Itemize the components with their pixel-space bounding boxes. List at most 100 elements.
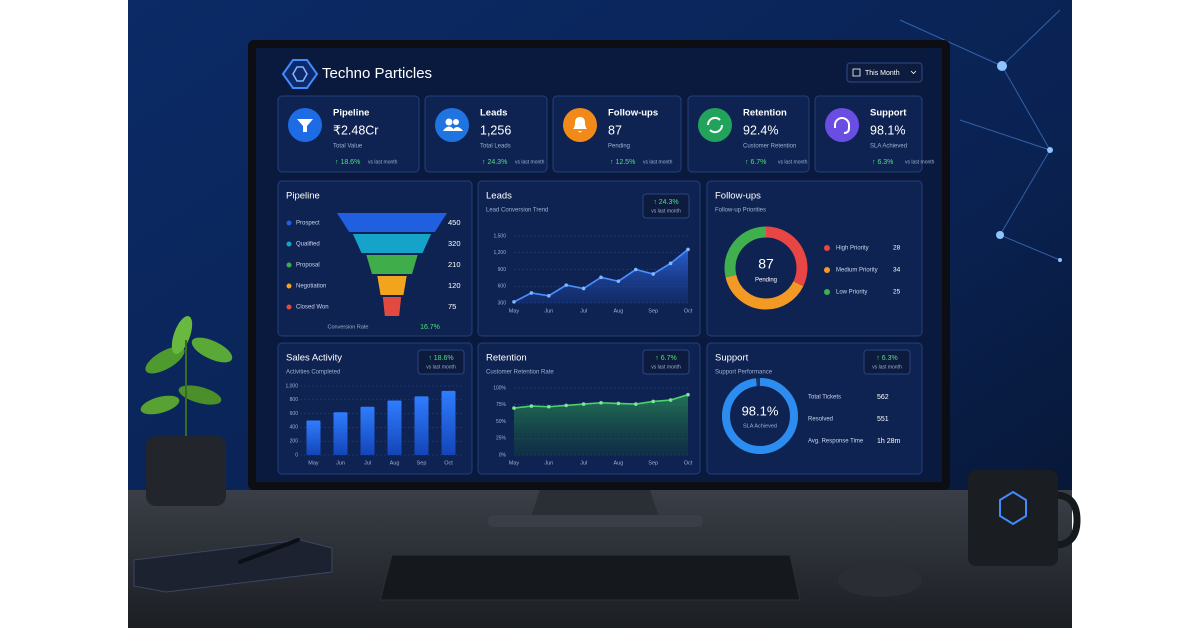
badge-note: vs last month [651, 208, 681, 214]
ring-label: SLA Achieved [743, 423, 777, 429]
x-tick-label: Aug [614, 460, 624, 466]
x-tick-label: Jul [580, 308, 587, 314]
legend-dot [824, 245, 830, 251]
conversion-value: 16.7% [420, 324, 440, 331]
logo [281, 59, 319, 89]
y-tick-label: 25% [496, 436, 507, 442]
x-tick-label: Oct [684, 308, 693, 314]
kpi-sub: Total Leads [480, 144, 511, 150]
legend-label: Medium Priority [836, 268, 878, 274]
x-tick-label: May [509, 308, 520, 314]
kpi-note: vs last month [515, 159, 545, 165]
x-tick-label: May [308, 460, 319, 466]
period-dropdown[interactable] [846, 62, 923, 83]
kpi-icon-bg [825, 108, 859, 142]
panel-subtitle: Support Performance [715, 370, 773, 376]
point [581, 286, 586, 291]
x-tick-label: Jun [544, 308, 553, 314]
kpi-sub: Total Value [333, 144, 363, 150]
stage-value: 320 [448, 239, 461, 248]
point [564, 283, 568, 287]
badge-change: ↑ 18.6% [428, 355, 453, 362]
icon-people [445, 118, 453, 126]
stat-label: Avg. Response Time [808, 439, 864, 445]
point [634, 267, 638, 272]
icon-refresh [706, 116, 724, 134]
panel-title: Retention [486, 353, 527, 364]
kpi-change: ↑ 24.3% [482, 159, 507, 166]
point [686, 392, 690, 397]
x-tick-label: Jun [544, 460, 553, 466]
x-tick-label: Sep [648, 460, 658, 466]
bar [306, 420, 321, 455]
icon-funnel [297, 119, 313, 132]
kpi-value: 87 [608, 123, 622, 137]
plant [140, 316, 233, 506]
kpi-sub: Customer Retention [743, 144, 796, 150]
x-tick-label: Sep [417, 460, 427, 466]
kpi-title: Support [870, 108, 907, 119]
donut-total: 87 [758, 256, 774, 272]
panel-title: Pipeline [286, 191, 320, 202]
y-tick-label: 400 [290, 425, 299, 431]
ring-value: 98.1% [742, 403, 779, 418]
x-tick-label: Sep [648, 308, 658, 314]
x-tick-label: Jul [580, 460, 587, 466]
bar [414, 396, 429, 455]
kpi-value: ₹2.48Cr [333, 123, 378, 137]
stage-value: 210 [448, 260, 461, 269]
kpi-title: Retention [743, 108, 787, 119]
kpi-icon-bg [435, 108, 469, 142]
panel [706, 180, 923, 337]
badge-change: ↑ 6.7% [655, 355, 676, 362]
change-badge [417, 349, 465, 375]
point [668, 261, 673, 266]
bar [333, 412, 348, 455]
kpi-change: ↑ 6.7% [745, 159, 766, 166]
point [686, 247, 690, 252]
point [529, 291, 534, 295]
kpi-sub: Pending [608, 144, 630, 150]
badge-note: vs last month [426, 364, 456, 370]
panel-title: Sales Activity [286, 353, 342, 364]
kpi-title: Pipeline [333, 108, 369, 119]
funnel-stage [352, 234, 432, 253]
stat-value: 551 [877, 416, 889, 423]
stat-value: 562 [877, 394, 889, 401]
y-tick-label: 800 [290, 397, 299, 403]
y-tick-label: 50% [496, 419, 507, 425]
legend-dot [824, 267, 830, 273]
kpi-title: Follow-ups [608, 108, 658, 119]
panel [706, 342, 923, 475]
point [529, 404, 534, 408]
conversion-label: Conversion Rate [328, 324, 369, 330]
point [616, 401, 621, 406]
stage-dot [286, 304, 292, 310]
ring-arc [722, 378, 798, 454]
badge-note: vs last month [872, 364, 902, 370]
badge-note: vs last month [651, 364, 681, 370]
kpi-note: vs last month [778, 159, 808, 165]
point [651, 272, 655, 276]
stage-name: Closed Won [296, 305, 329, 311]
stat-label: Resolved [808, 417, 833, 423]
y-tick-label: 600 [290, 411, 299, 417]
point [547, 293, 551, 298]
kpi-note: vs last month [905, 159, 935, 165]
y-tick-label: 0 [295, 452, 298, 458]
stage-value: 120 [448, 281, 461, 290]
kpi-change: ↑ 6.3% [872, 159, 893, 166]
icon-people [453, 119, 459, 125]
panel-subtitle: Lead Conversion Trend [486, 208, 548, 214]
stage-name: Proposal [296, 263, 320, 269]
legend-label: High Priority [836, 246, 869, 252]
x-tick-label: May [509, 460, 520, 466]
stat-value: 1h 28m [877, 438, 901, 445]
network-nodes [996, 61, 1062, 262]
badge-change: ↑ 24.3% [653, 199, 678, 206]
area [514, 249, 688, 303]
donut-label: Pending [755, 278, 777, 284]
point [599, 400, 603, 405]
